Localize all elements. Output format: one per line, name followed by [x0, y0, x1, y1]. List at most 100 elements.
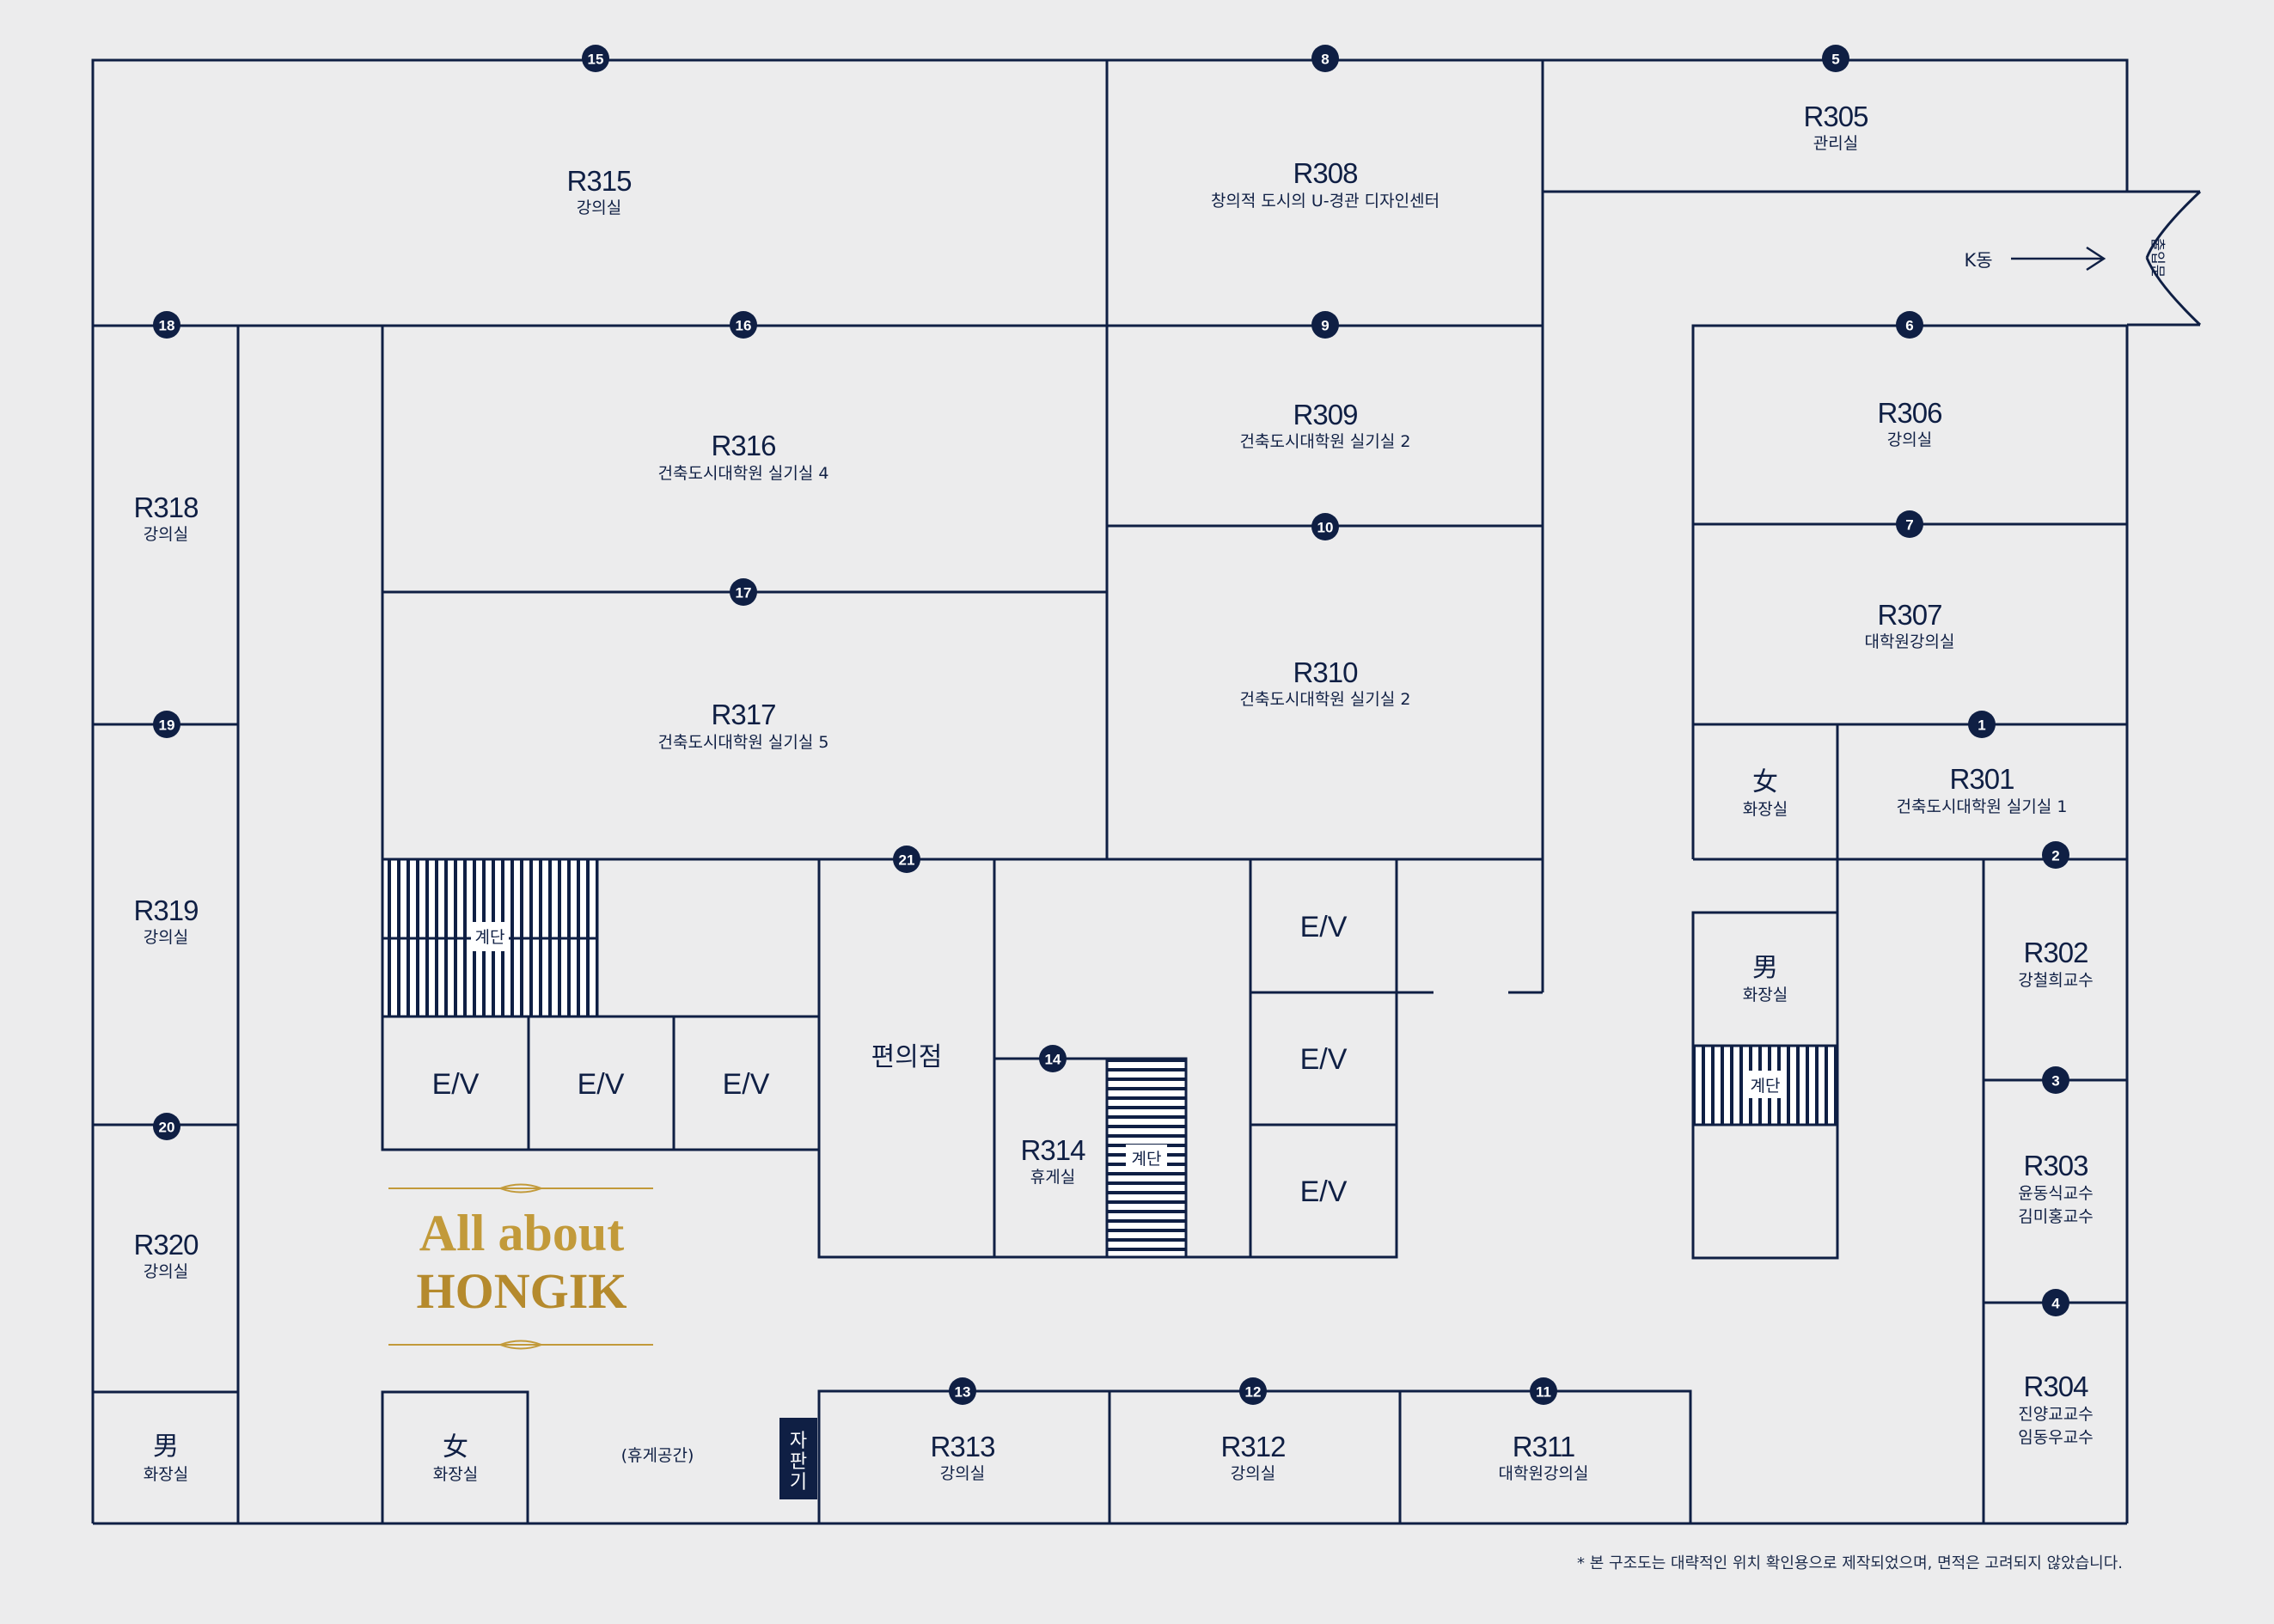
marker-circle: [1311, 513, 1339, 540]
door-marker-20[interactable]: 20: [153, 1113, 180, 1140]
stairs-label: 계단: [475, 928, 505, 947]
room-id: R319: [134, 894, 199, 926]
door-marker-1[interactable]: 1: [1968, 711, 1996, 738]
room-r301[interactable]: R301 건축도시대학원 실기실 1: [1897, 763, 2068, 816]
lounge-space[interactable]: (휴게공간): [621, 1446, 694, 1465]
room-r306[interactable]: R306 강의실: [1691, 324, 2127, 859]
door-marker-14[interactable]: 14: [1039, 1045, 1067, 1072]
room-r317[interactable]: R317 건축도시대학원 실기실 5: [382, 699, 1543, 861]
marker-number: 8: [1321, 52, 1329, 68]
room-name: 관리실: [1813, 134, 1858, 153]
room-name: 대학원강의실: [1499, 1464, 1589, 1483]
room-name: 강의실: [144, 525, 188, 544]
room-name: 강철희교수: [2018, 971, 2093, 990]
room-id: R320: [134, 1229, 199, 1261]
stairs-label: 계단: [1132, 1150, 1162, 1169]
marker-number: 12: [1245, 1384, 1262, 1401]
room-id: R304: [2024, 1371, 2089, 1402]
elevator-label: E/V: [1300, 1043, 1348, 1076]
room-r302[interactable]: R302 강철희교수: [1982, 859, 2127, 1523]
door-marker-9[interactable]: 9: [1311, 311, 1339, 339]
stairs-left[interactable]: 계단: [381, 858, 599, 1018]
room-id: R308: [1293, 157, 1358, 189]
room-r320[interactable]: R320 강의실: [93, 1229, 238, 1394]
door-marker-15[interactable]: 15: [582, 45, 609, 72]
room-r303[interactable]: R303 윤동식교수 김미홍교수: [1984, 1150, 2127, 1304]
room-name: 강의실: [577, 198, 621, 217]
door-marker-19[interactable]: 19: [153, 711, 180, 738]
elevator-label: E/V: [1300, 1175, 1348, 1208]
logo-line-2: HONGIK: [417, 1263, 627, 1319]
marker-number: 10: [1317, 520, 1334, 536]
room-r318[interactable]: R318 강의실: [93, 491, 238, 726]
room-id: R306: [1878, 397, 1942, 429]
elevator-label: E/V: [723, 1068, 770, 1101]
room-r305[interactable]: R305 관리실: [1541, 60, 2127, 992]
room-name-2: 김미홍교수: [2018, 1207, 2093, 1226]
vending-label-char: 판: [790, 1451, 807, 1473]
door-marker-13[interactable]: 13: [949, 1377, 976, 1405]
door-marker-5[interactable]: 5: [1822, 45, 1849, 72]
marker-circle: [1896, 311, 1923, 339]
marker-number: 2: [2051, 848, 2059, 864]
room-r311[interactable]: R311 대학원강의실: [1398, 1389, 1692, 1525]
room-r304[interactable]: R304 진양교교수 임동우교수: [2018, 1371, 2093, 1447]
room-name: 건축도시대학원 실기실 2: [1240, 432, 1411, 451]
elevator-bank-right[interactable]: E/V E/V E/V: [1249, 858, 1398, 1259]
door-marker-3[interactable]: 3: [2042, 1066, 2069, 1094]
marker-circle: [1039, 1045, 1067, 1072]
exit-door[interactable]: 출입문: [2127, 190, 2202, 327]
door-marker-4[interactable]: 4: [2042, 1289, 2069, 1316]
room-id: R302: [2024, 937, 2088, 968]
room-id: R317: [712, 699, 776, 730]
room-name: 건축도시대학원 실기실 2: [1240, 690, 1411, 709]
marker-number: 3: [2051, 1073, 2059, 1090]
elevator-bank-left[interactable]: E/V E/V E/V: [381, 1015, 821, 1151]
door-marker-10[interactable]: 10: [1311, 513, 1339, 540]
room-r319[interactable]: R319 강의실: [93, 894, 238, 1126]
restroom-female-left[interactable]: 女 화장실: [381, 1390, 529, 1525]
door-marker-6[interactable]: 6: [1896, 311, 1923, 339]
footnote: * 본 구조도는 대략적인 위치 확인용으로 제작되었으며, 면적은 고려되지 …: [1577, 1554, 2123, 1572]
room-id: R315: [567, 165, 632, 197]
vending-label-char: 자: [790, 1431, 807, 1452]
door-marker-2[interactable]: 2: [2042, 841, 2069, 869]
door-marker-12[interactable]: 12: [1239, 1377, 1267, 1405]
marker-number: 17: [736, 585, 752, 601]
marker-circle: [1530, 1377, 1557, 1405]
room-r313[interactable]: R313 강의실: [817, 1389, 1111, 1525]
door-marker-16[interactable]: 16: [730, 311, 757, 339]
restroom-label: 화장실: [1743, 986, 1788, 1004]
convenience-store[interactable]: 편의점: [817, 858, 996, 1259]
restroom-male-left[interactable]: 男 화장실: [144, 1432, 188, 1484]
marker-circle: [2042, 841, 2069, 869]
room-id: R305: [1804, 101, 1868, 132]
stairs-center[interactable]: 계단: [1105, 1057, 1188, 1259]
room-r308[interactable]: R308 창의적 도시의 U-경관 디자인센터: [1105, 60, 1543, 859]
room-name: 강의실: [940, 1464, 985, 1483]
marker-circle: [893, 846, 920, 873]
door-marker-21[interactable]: 21: [893, 846, 920, 873]
room-name: 강의실: [144, 1262, 188, 1281]
k-building-label: K동: [1964, 250, 1992, 271]
restroom-female-right[interactable]: 女 화장실: [1693, 724, 2127, 861]
door-marker-11[interactable]: 11: [1530, 1377, 1557, 1405]
room-name: 건축도시대학원 실기실 4: [658, 464, 829, 483]
door-marker-7[interactable]: 7: [1896, 510, 1923, 538]
door-marker-17[interactable]: 17: [730, 578, 757, 606]
marker-number: 20: [159, 1120, 175, 1136]
door-marker-8[interactable]: 8: [1311, 45, 1339, 72]
marker-number: 19: [159, 717, 175, 734]
room-name: 건축도시대학원 실기실 1: [1897, 797, 2068, 816]
door-marker-18[interactable]: 18: [153, 311, 180, 339]
room-r309[interactable]: R309 건축도시대학원 실기실 2: [1107, 399, 1543, 528]
room-r315[interactable]: R315 강의실: [93, 165, 1107, 327]
room-name: 강의실: [1231, 1464, 1275, 1483]
room-r307[interactable]: R307 대학원강의실: [1693, 599, 2127, 726]
vending-machine[interactable]: 자 판 기: [779, 1418, 817, 1499]
room-r312[interactable]: R312 강의실: [1108, 1389, 1402, 1525]
room-r310[interactable]: R310 건축도시대학원 실기실 2: [1240, 656, 1411, 709]
stairs-right[interactable]: 계단: [1691, 1044, 1839, 1126]
room-name: 건축도시대학원 실기실 5: [658, 733, 829, 752]
